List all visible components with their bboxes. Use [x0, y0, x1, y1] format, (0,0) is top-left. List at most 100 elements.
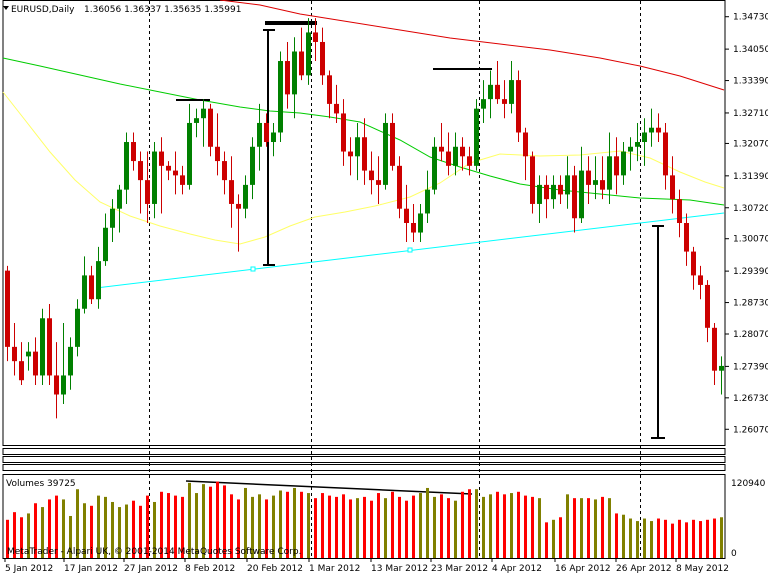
- volume-bar: [580, 498, 583, 558]
- candle-body: [481, 99, 486, 109]
- ohlc-readout: 1.36056 1.36337 1.35635 1.35991: [84, 5, 241, 15]
- volume-bar: [615, 513, 618, 558]
- volume-bar: [223, 485, 226, 558]
- candle: [698, 265, 703, 300]
- volume-bar: [699, 521, 702, 558]
- candle: [369, 151, 374, 195]
- volume-bar: [433, 496, 436, 558]
- volume-bar: [153, 501, 156, 558]
- candle-body: [719, 365, 724, 371]
- ma-green-line: [2, 57, 725, 206]
- candles: [5, 18, 724, 419]
- volume-bar: [706, 519, 709, 558]
- trendline-anchor-2: [407, 247, 413, 253]
- candle-body: [257, 122, 262, 147]
- candle: [516, 70, 521, 143]
- date-tick-label: 26 Apr 2012: [616, 564, 672, 574]
- volume-bar: [482, 496, 485, 558]
- candle-body: [376, 180, 381, 185]
- date-tick-label: 13 Mar 2012: [371, 564, 428, 574]
- date-tick-label: 8 Feb 2012: [185, 564, 235, 574]
- volume-bar: [321, 493, 324, 558]
- candle-body: [33, 351, 38, 376]
- candle: [649, 108, 654, 147]
- volume-bar: [83, 503, 86, 558]
- volume-bar: [664, 519, 667, 558]
- candle-body: [628, 146, 633, 152]
- ma-red-line: [219, 0, 725, 91]
- volume-bar: [503, 494, 506, 558]
- volume-axis-min: 0: [731, 549, 737, 559]
- volume-bar: [174, 495, 177, 558]
- candle: [565, 156, 570, 209]
- candle: [250, 137, 255, 200]
- volume-bar: [608, 498, 611, 558]
- candle: [257, 103, 262, 171]
- price-tick-label: 1.29390: [733, 267, 768, 277]
- candle: [19, 342, 24, 385]
- candle-body: [530, 156, 535, 204]
- price-tick-label: 1.28730: [733, 299, 768, 309]
- ma-yellow-line: [2, 91, 725, 245]
- candle: [124, 132, 129, 204]
- candle-body: [705, 284, 710, 328]
- volume-bar: [55, 495, 58, 558]
- date-tick-label: 23 Mar 2012: [431, 564, 488, 574]
- dropdown-arrow-icon[interactable]: [3, 6, 9, 10]
- candle: [446, 132, 451, 176]
- price-tick-label: 1.27390: [733, 362, 768, 372]
- volume-bar: [510, 493, 513, 558]
- candle-body: [446, 151, 451, 166]
- volume-bar: [230, 494, 233, 558]
- candle: [271, 122, 276, 157]
- candle: [222, 151, 227, 195]
- candle-body: [131, 142, 136, 162]
- volume-bar: [349, 499, 352, 558]
- candle-body: [565, 175, 570, 195]
- candle: [5, 265, 10, 362]
- candle: [677, 189, 682, 238]
- date-tick-label: 20 Feb 2012: [247, 564, 303, 574]
- candle: [642, 118, 647, 166]
- candle-body: [432, 146, 437, 190]
- candle: [628, 137, 633, 171]
- candle: [474, 99, 479, 171]
- candle: [320, 27, 325, 85]
- candle-body: [222, 161, 227, 181]
- price-tick-label: 1.34050: [733, 45, 768, 55]
- volume-bar: [216, 481, 219, 558]
- volume-bar: [76, 489, 79, 558]
- candle-body: [180, 175, 185, 185]
- date-tick-label: 4 Apr 2012: [492, 564, 542, 574]
- symbol-title: EURUSD,Daily: [11, 5, 75, 15]
- candle: [103, 213, 108, 266]
- candle-body: [82, 275, 87, 309]
- candle-body: [40, 318, 45, 376]
- candle: [376, 156, 381, 204]
- volume-bar: [545, 522, 548, 558]
- candle: [145, 151, 150, 223]
- volume-bar: [209, 486, 212, 558]
- candle: [180, 165, 185, 195]
- candle: [68, 337, 73, 390]
- indicator-strip-2: [2, 456, 726, 463]
- candle-body: [712, 327, 717, 371]
- candle-body: [306, 32, 311, 76]
- volume-bar: [650, 521, 653, 558]
- price-tick-label: 1.30070: [733, 235, 768, 245]
- volume-bar: [286, 491, 289, 558]
- candle-body: [544, 184, 549, 200]
- candle: [243, 175, 248, 219]
- price-tick-label: 1.30720: [733, 204, 768, 214]
- candle-body: [439, 146, 444, 152]
- candle-body: [600, 180, 605, 190]
- volume-bar: [713, 518, 716, 558]
- volume-bar: [62, 499, 65, 558]
- candle-body: [173, 170, 178, 176]
- date-tick-label: 8 May 2012: [676, 564, 729, 574]
- volume-bar: [419, 493, 422, 558]
- volume-bar: [356, 498, 359, 558]
- candle-body: [117, 189, 122, 209]
